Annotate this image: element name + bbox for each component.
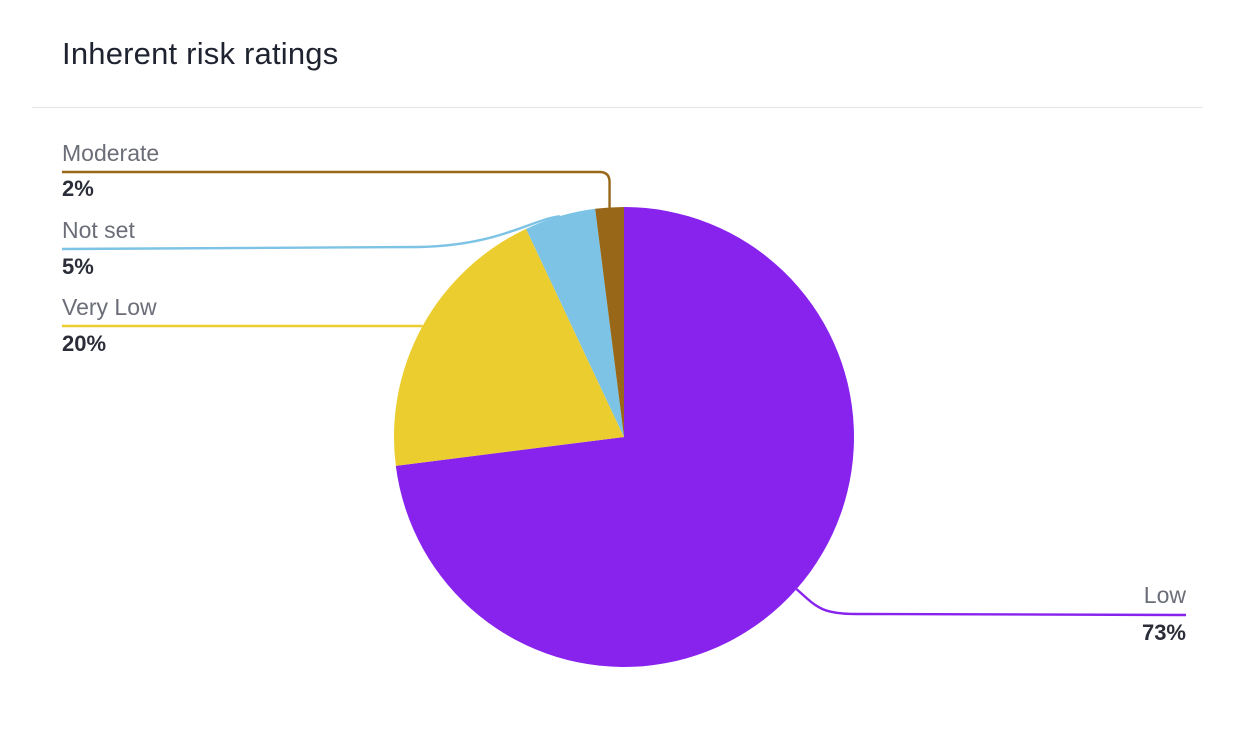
- slice-value-low: 73%: [1142, 620, 1186, 645]
- leader-line-low: [795, 588, 1187, 617]
- leader-line-not-set: [61, 214, 560, 251]
- card-title: Inherent risk ratings: [62, 36, 339, 71]
- pie-slice-moderate[interactable]: [595, 207, 624, 437]
- title-divider: [32, 107, 1203, 108]
- slice-label-not-set: Not set: [62, 217, 135, 243]
- slice-value-very-low: 20%: [62, 331, 106, 356]
- slice-value-not-set: 5%: [62, 254, 94, 279]
- slice-value-moderate: 2%: [62, 176, 94, 201]
- pie-slice-not-set[interactable]: [526, 208, 624, 437]
- slice-label-very-low: Very Low: [62, 294, 157, 320]
- pie-slice-very-low[interactable]: [393, 228, 624, 466]
- slice-label-low: Low: [1144, 582, 1187, 608]
- pie-slice-low[interactable]: [395, 207, 854, 668]
- slice-label-moderate: Moderate: [62, 140, 159, 166]
- leader-line-moderate: [62, 170, 611, 208]
